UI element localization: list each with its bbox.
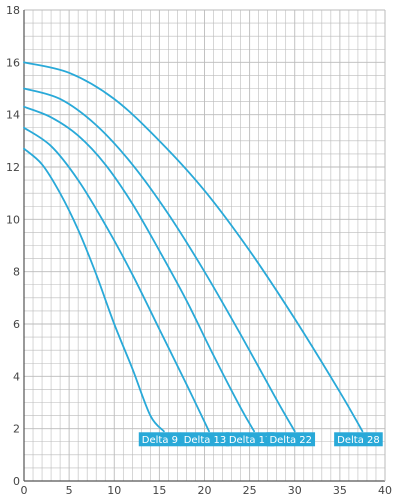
series-line-delta-28 (23, 61, 364, 433)
x-tick-label: 35 (333, 484, 347, 497)
series-curves (23, 61, 364, 433)
grid (23, 9, 386, 482)
series-label-text: Delta 17 (229, 435, 272, 446)
series-line-delta-22 (23, 87, 296, 433)
x-tick-label: 30 (288, 484, 302, 497)
y-tick-label: 8 (13, 266, 20, 279)
x-tick-label: 5 (66, 484, 73, 497)
y-tick-label: 2 (13, 423, 20, 436)
x-tick-label: 40 (378, 484, 392, 497)
y-tick-label: 14 (6, 109, 20, 122)
series-label-box (334, 432, 383, 447)
series-label-delta-13: Delta 13 (180, 432, 230, 447)
y-tick-label: 6 (13, 318, 20, 331)
series-label-text: Delta 9 (142, 435, 178, 446)
series-line-delta-9 (23, 147, 165, 433)
y-tick-label: 0 (13, 475, 20, 488)
tick-labels: 0 5 10 15 20 25 30 35 40 0 2 4 6 8 10 12 14 16 18 (6, 4, 392, 497)
series-line-delta-17 (23, 105, 256, 433)
series-line-delta-13 (23, 126, 210, 433)
x-tick-label: 25 (243, 484, 257, 497)
series-label-text: Delta 28 (337, 435, 380, 446)
series-label-box (138, 432, 182, 447)
series-label-box (225, 432, 275, 447)
y-tick-label: 12 (6, 161, 20, 174)
series-label-box (180, 432, 230, 447)
x-tick-label: 10 (107, 484, 121, 497)
series-label-delta-28: Delta 28 (334, 432, 383, 447)
y-tick-label: 4 (13, 370, 20, 383)
series-label-text: Delta 22 (269, 435, 312, 446)
series-label-box (266, 432, 316, 447)
series-label-text: Delta 13 (184, 435, 227, 446)
series-label-delta-17: Delta 17 (225, 432, 275, 447)
y-tick-label: 10 (6, 213, 20, 226)
series-label-delta-22: Delta 22 (266, 432, 316, 447)
x-tick-label: 20 (198, 484, 212, 497)
series-label-delta-9: Delta 9 (138, 432, 182, 447)
x-tick-label: 0 (21, 484, 28, 497)
y-tick-label: 18 (6, 4, 20, 17)
y-tick-label: 16 (6, 56, 20, 69)
x-tick-label: 15 (152, 484, 166, 497)
